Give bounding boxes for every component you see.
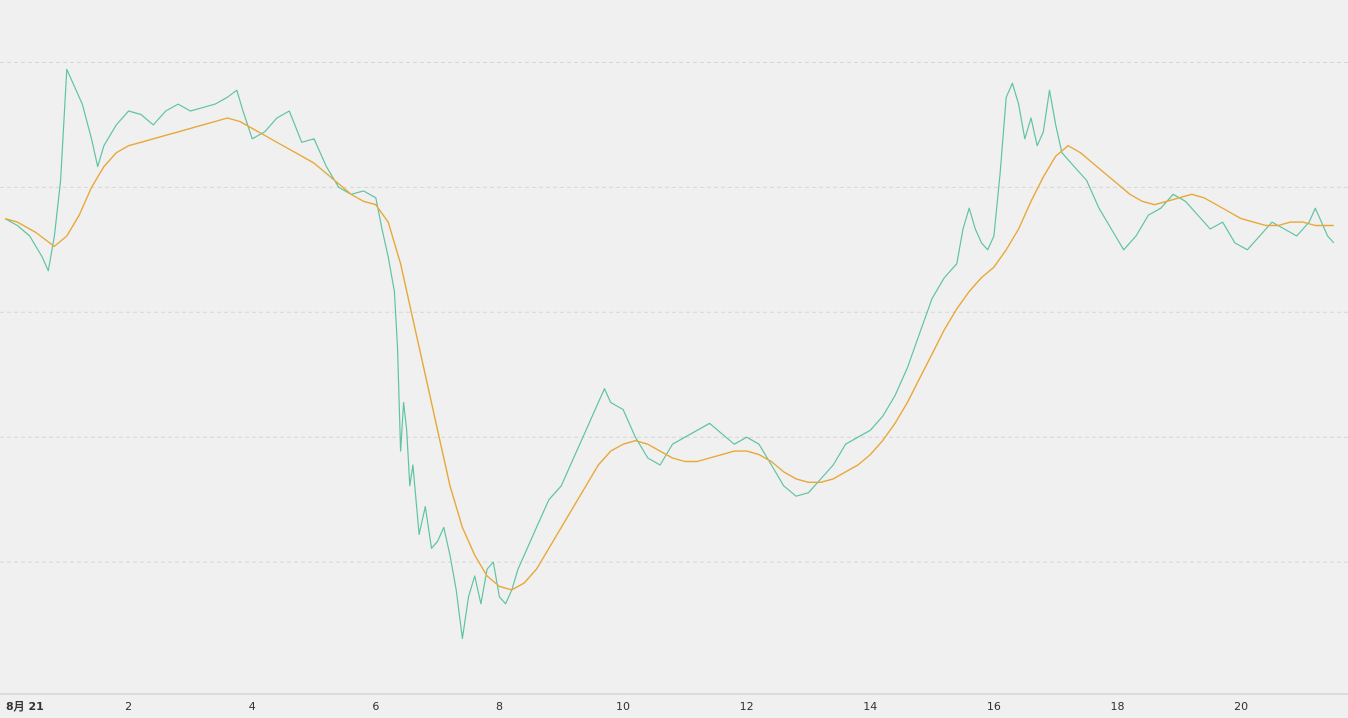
x-tick-label: 2 bbox=[125, 700, 132, 713]
x-tick-label: 14 bbox=[863, 700, 877, 713]
x-axis-ticks: 8月 21 2 4 6 8 10 12 14 16 18 20 bbox=[6, 700, 1248, 713]
price-line bbox=[4, 68, 1335, 640]
series-layer bbox=[4, 68, 1335, 640]
x-tick-label: 8月 21 bbox=[6, 700, 44, 713]
x-tick-label: 8 bbox=[496, 700, 503, 713]
x-tick-label: 10 bbox=[616, 700, 630, 713]
moving-average-line bbox=[4, 117, 1334, 591]
grid-lines bbox=[0, 61, 1348, 563]
x-tick-label: 18 bbox=[1111, 700, 1125, 713]
x-tick-label: 16 bbox=[987, 700, 1001, 713]
x-tick-label: 20 bbox=[1234, 700, 1248, 713]
x-tick-label: 12 bbox=[740, 700, 754, 713]
x-tick-label: 4 bbox=[249, 700, 256, 713]
x-tick-label: 6 bbox=[372, 700, 379, 713]
